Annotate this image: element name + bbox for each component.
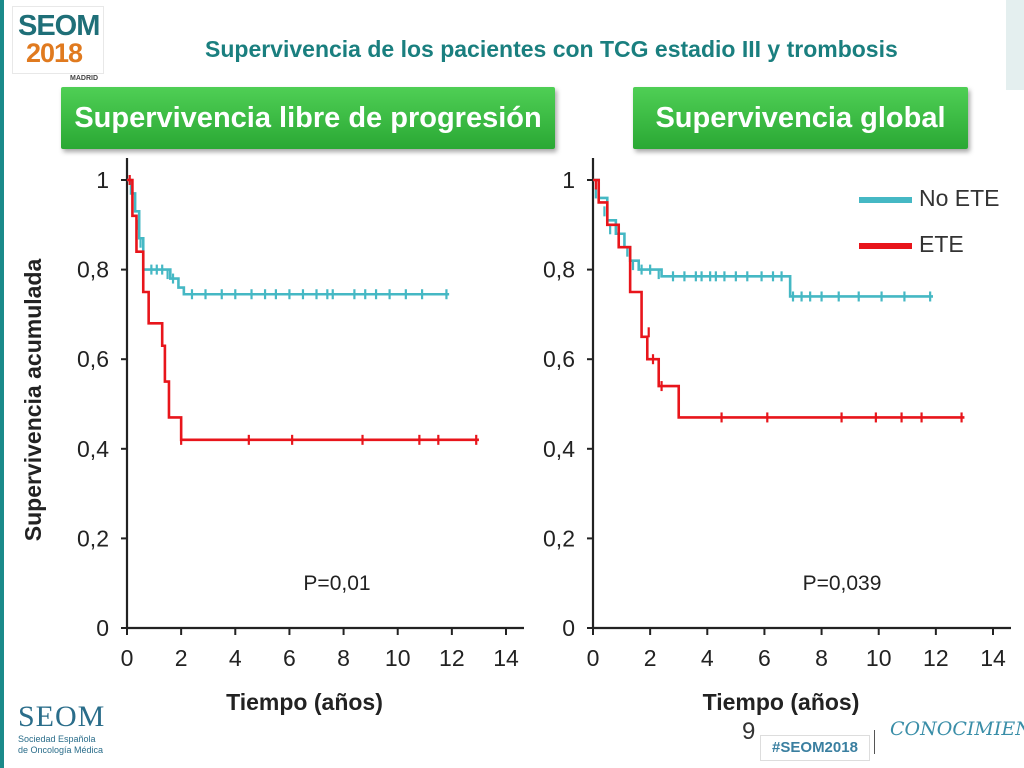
x-tick-label: 14 xyxy=(493,645,519,671)
x-tick-label: 10 xyxy=(866,645,892,671)
x-tick-label: 6 xyxy=(283,645,296,671)
y-tick-label: 0,4 xyxy=(543,436,575,462)
legend-label: ETE xyxy=(919,231,964,257)
y-tick-label: 1 xyxy=(96,167,109,193)
page-number: 9 xyxy=(742,718,756,745)
x-tick-label: 2 xyxy=(175,645,188,671)
footer-logo-line1: Sociedad Española xyxy=(18,734,96,744)
x-tick-label: 2 xyxy=(644,645,657,671)
logo-name: SEOM xyxy=(18,10,100,42)
legend: No ETE ETE xyxy=(859,185,1000,257)
seom-2018-logo: SEOM 2018 MADRID xyxy=(6,0,156,95)
x-axis-title: Tiempo (años) xyxy=(226,689,383,715)
p-value-label: P=0,039 xyxy=(803,572,882,595)
x-tick-label: 12 xyxy=(923,645,949,671)
p-value-label: P=0,01 xyxy=(303,572,370,595)
slide-title: Supervivencia de los pacientes con TCG e… xyxy=(205,36,898,62)
series-line-ete xyxy=(127,178,479,442)
footer-tagline: CONOCIMIENTO xyxy=(890,718,1024,740)
footer-divider xyxy=(874,730,875,754)
x-tick-label: 6 xyxy=(758,645,771,671)
y-tick-label: 0 xyxy=(96,615,109,641)
x-tick-label: 0 xyxy=(587,645,600,671)
logo-box xyxy=(12,6,104,74)
x-tick-label: 10 xyxy=(385,645,411,671)
series-line-ete xyxy=(593,178,965,419)
x-tick-label: 4 xyxy=(229,645,242,671)
logo-city: MADRID xyxy=(70,75,98,82)
left-accent-bar xyxy=(0,0,4,768)
y-tick-label: 0,4 xyxy=(77,436,109,462)
y-tick-label: 0,2 xyxy=(77,525,109,551)
y-axis-title: Supervivencia acumulada xyxy=(20,259,46,542)
seom-footer-logo: SEOM Sociedad Española de Oncología Médi… xyxy=(18,700,128,760)
x-tick-label: 8 xyxy=(337,645,350,671)
x-axis-title: Tiempo (años) xyxy=(703,689,860,715)
x-tick-label: 4 xyxy=(701,645,714,671)
pfs-panel-button[interactable]: Supervivencia libre de progresión xyxy=(61,87,555,149)
right-decor-strip xyxy=(1006,0,1024,90)
y-tick-label: 0,6 xyxy=(543,346,575,372)
footer-logo-name: SEOM xyxy=(18,700,106,733)
y-tick-label: 0 xyxy=(562,615,575,641)
y-tick-label: 0,8 xyxy=(543,257,575,283)
os-panel-button[interactable]: Supervivencia global xyxy=(633,87,968,149)
x-tick-label: 12 xyxy=(439,645,465,671)
legend-label: No ETE xyxy=(919,185,1000,211)
y-tick-label: 1 xyxy=(562,167,575,193)
y-tick-label: 0,2 xyxy=(543,525,575,551)
series-line-no-ete xyxy=(127,178,450,296)
footer-logo-line2: de Oncología Médica xyxy=(18,745,104,755)
x-tick-label: 14 xyxy=(980,645,1006,671)
x-tick-label: 0 xyxy=(121,645,134,671)
hashtag-badge: #SEOM2018 xyxy=(760,735,870,761)
logo-year: 2018 xyxy=(26,38,83,68)
x-tick-label: 8 xyxy=(815,645,828,671)
y-tick-label: 0,6 xyxy=(77,346,109,372)
y-tick-label: 0,8 xyxy=(77,257,109,283)
